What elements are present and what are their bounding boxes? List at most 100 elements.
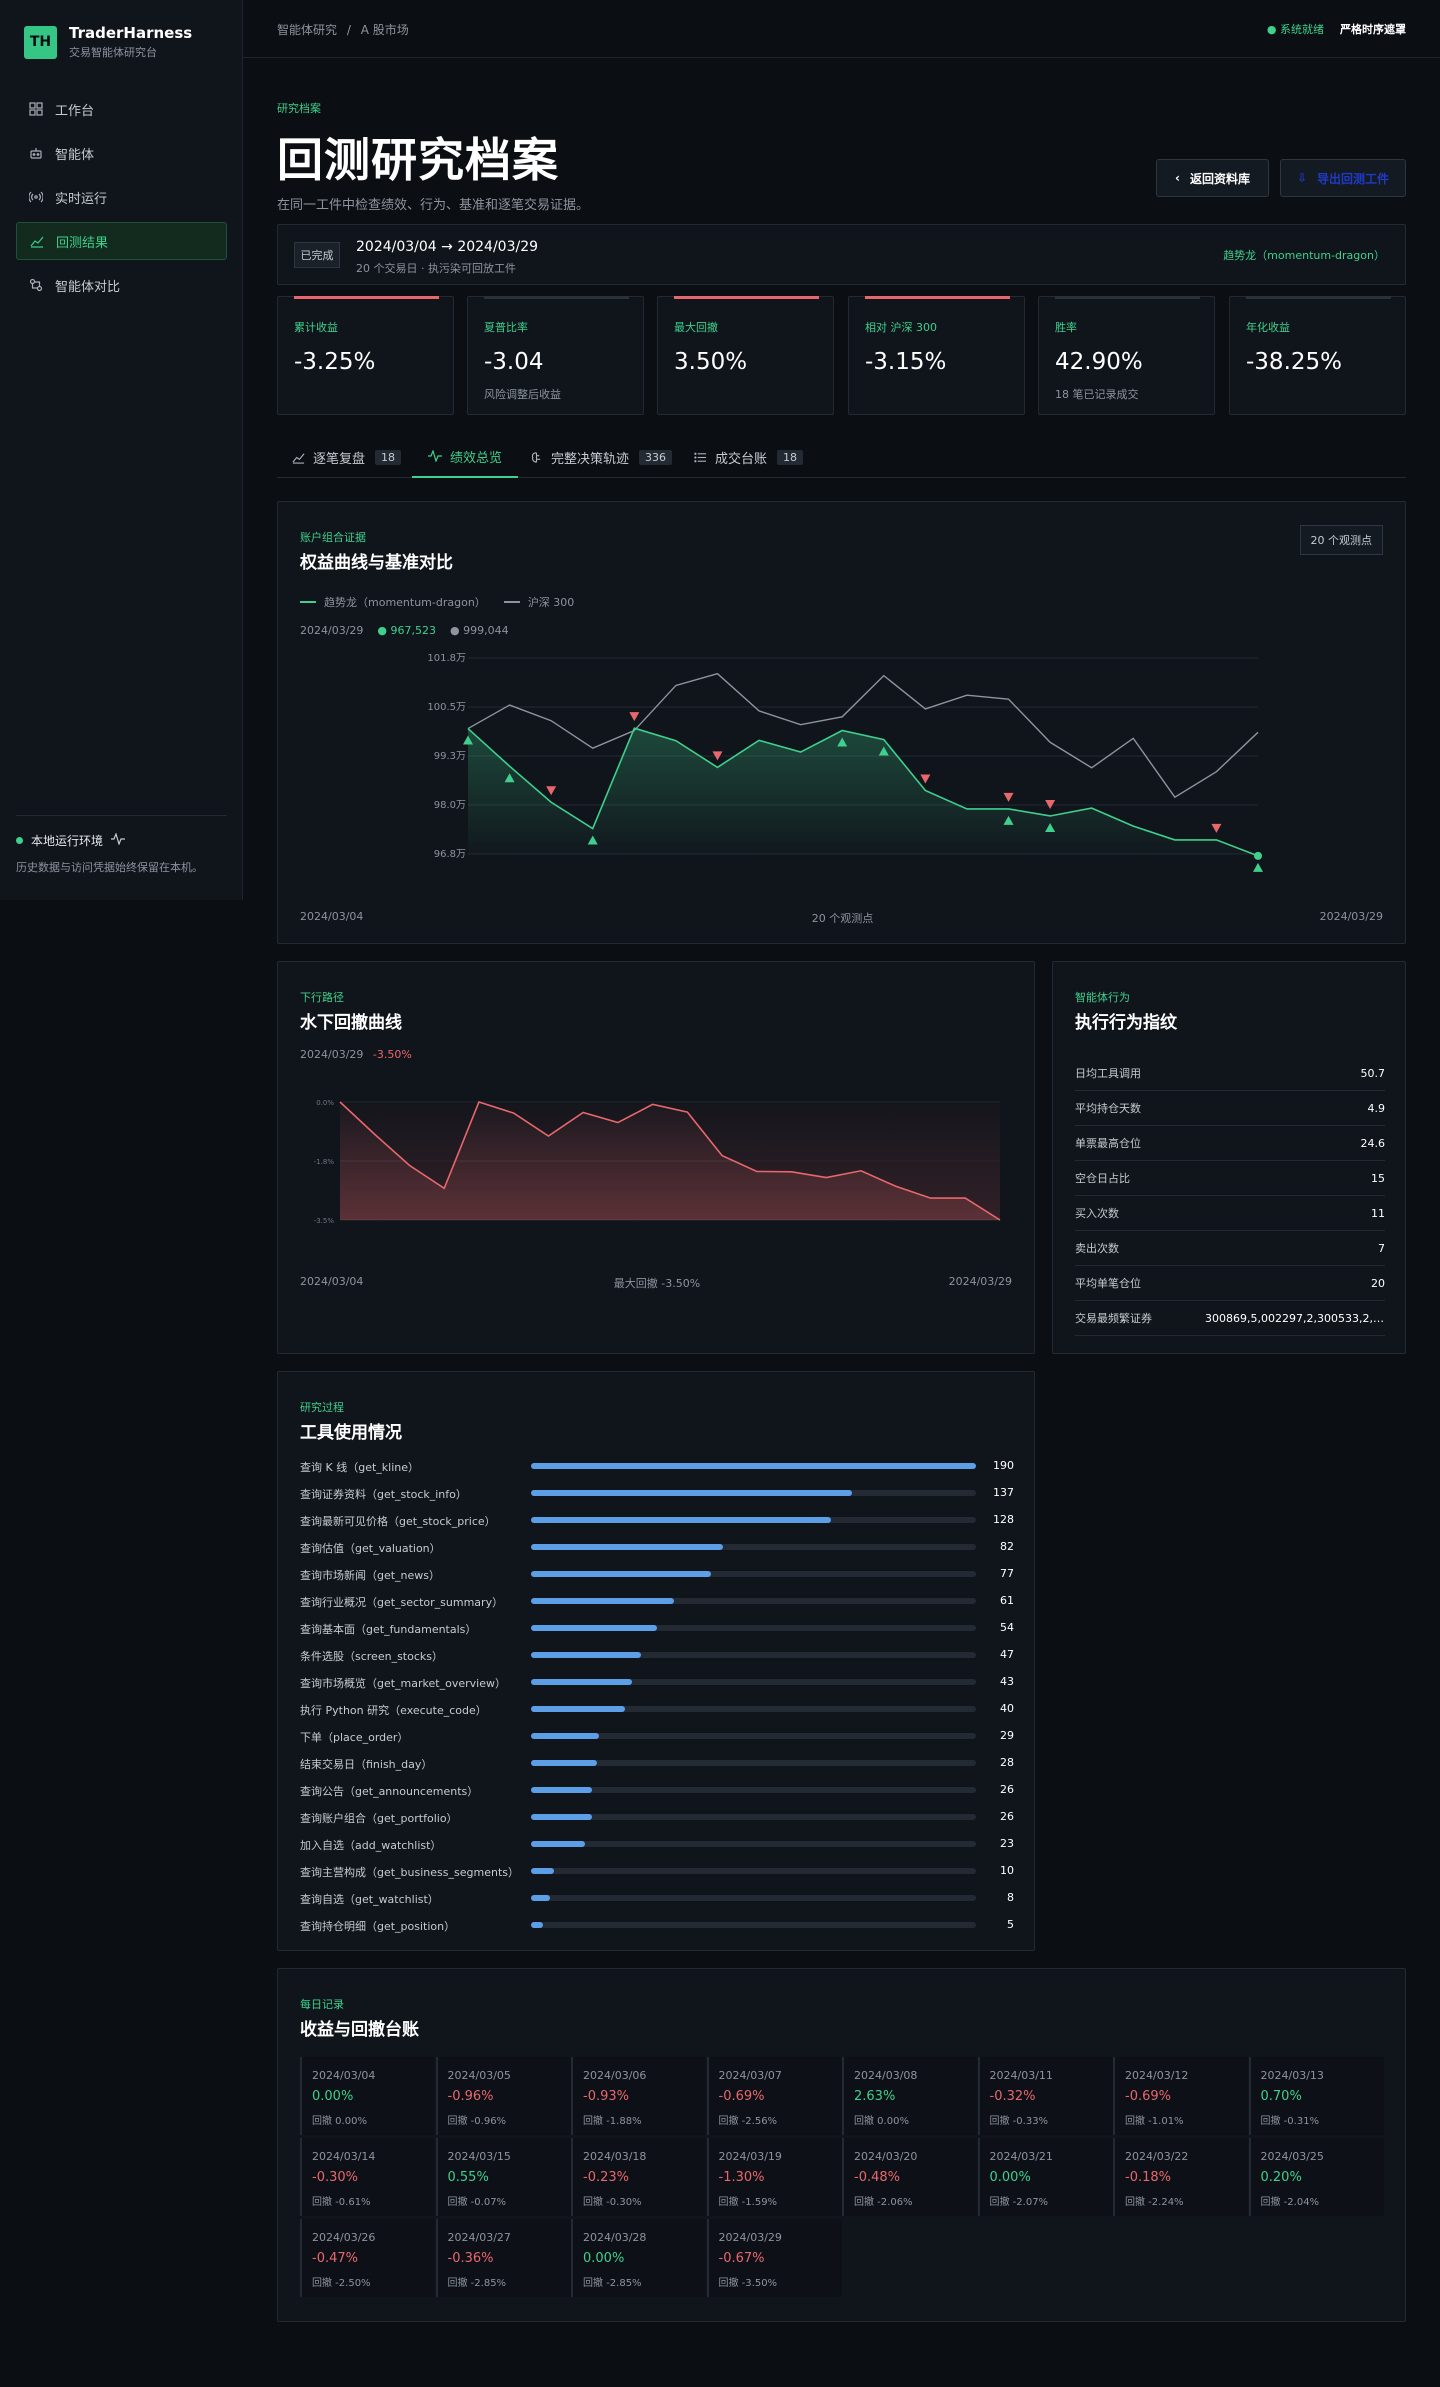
ledger-day-cell[interactable]: 2024/03/25 0.20% 回撤 -2.04% [1248, 2138, 1384, 2216]
ledger-day-cell[interactable]: 2024/03/15 0.55% 回撤 -0.07% [435, 2138, 571, 2216]
ledger-date: 2024/03/22 [1125, 2150, 1189, 2163]
legend-item-benchmark[interactable]: 沪深 300 [503, 594, 574, 610]
buy-marker [1045, 822, 1056, 832]
tool-count: 5 [1007, 1918, 1014, 1931]
ledger-day-cell[interactable]: 2024/03/18 -0.23% 回撤 -0.30% [571, 2138, 706, 2216]
ledger-date: 2024/03/27 [447, 2231, 511, 2244]
ledger-day-cell[interactable]: 2024/03/07 -0.69% 回撤 -2.56% [706, 2057, 842, 2135]
ledger-day-cell[interactable]: 2024/03/27 -0.36% 回撤 -2.85% [435, 2219, 571, 2297]
benchmark-line [467, 672, 1259, 799]
x-axis-start-label: 2024/03/04 [300, 910, 364, 923]
sidebar-item-workbench[interactable]: 工作台 [16, 90, 227, 128]
tool-count: 23 [1000, 1837, 1014, 1850]
daily-ledger-card: 每日记录 收益与回撤台账 2024/03/04 0.00% 回撤 0.00% 2024… [277, 1968, 1406, 2322]
ledger-return: 0.70% [1260, 2089, 1302, 2104]
ledger-day-cell[interactable]: 2024/03/28 0.00% 回撤 -2.85% [571, 2219, 706, 2297]
tool-bar-track [531, 1868, 976, 1874]
tool-row: 查询 K 线（get_kline） 190 [300, 1452, 1014, 1479]
tool-bar-track [531, 1814, 976, 1820]
tool-count: 82 [1000, 1540, 1014, 1553]
ledger-return: -0.47% [312, 2251, 358, 2266]
metric-accent-bar [484, 296, 629, 299]
metric-card-relative-benchmark: 相对 沪深 300 -3.15% [848, 296, 1025, 415]
brand[interactable]: TH TraderHarness 交易智能体研究台 [24, 24, 192, 60]
ledger-day-cell[interactable]: 2024/03/11 -0.32% 回撤 -0.33% [977, 2057, 1113, 2135]
buy-marker [1253, 862, 1263, 872]
back-to-library-button[interactable]: ‹ 返回资料库 [1156, 159, 1269, 197]
tool-count: 40 [1000, 1702, 1014, 1715]
y-tick-label: 100.5万 [427, 702, 466, 713]
drawdown-line [339, 1101, 1001, 1221]
sell-marker [920, 774, 931, 784]
buy-marker [504, 773, 515, 783]
tool-count: 128 [993, 1513, 1014, 1526]
tab-count-badge: 18 [777, 449, 804, 465]
y-tick-label: 99.3万 [434, 751, 466, 762]
ledger-day-cell[interactable]: 2024/03/29 -0.67% 回撤 -3.50% [706, 2219, 842, 2297]
tool-name: 查询证券资料（get_stock_info） [300, 1488, 467, 1501]
ledger-drawdown: 回撤 -0.96% [447, 2116, 507, 2127]
tool-bar-fill [531, 1787, 592, 1793]
sidebar-item-compare[interactable]: 智能体对比 [16, 266, 227, 304]
tab-trade-ledger[interactable]: 成交台账 18 [693, 436, 804, 478]
ledger-day-cell[interactable]: 2024/03/12 -0.69% 回撤 -1.01% [1113, 2057, 1248, 2135]
behavior-value: 50.7 [1360, 1066, 1386, 1080]
list-icon [693, 450, 707, 464]
metric-card-max-drawdown: 最大回撤 3.50% [657, 296, 834, 415]
tab-performance-overview[interactable]: 绩效总览 [412, 436, 519, 478]
buy-marker [1003, 815, 1014, 825]
ledger-date: 2024/03/28 [583, 2231, 647, 2244]
drawdown-chart[interactable]: 0.0% -1.8% -3.5% [278, 1092, 1036, 1262]
metric-accent-bar [674, 296, 819, 299]
ledger-day-cell[interactable]: 2024/03/13 0.70% 回撤 -0.31% [1248, 2057, 1384, 2135]
ledger-date: 2024/03/20 [854, 2150, 918, 2163]
legend-item-agent[interactable]: 趋势龙（momentum-dragon） [300, 594, 486, 610]
ledger-day-cell[interactable]: 2024/03/20 -0.48% 回撤 -2.06% [842, 2138, 977, 2216]
tab-decision-trace[interactable]: 完整决策轨迹 336 [529, 436, 673, 478]
chart-icon [291, 450, 305, 464]
tab-trade-review[interactable]: 逐笔复盘 18 [291, 436, 402, 478]
ledger-date: 2024/03/11 [989, 2069, 1053, 2082]
tool-bar-track [531, 1463, 976, 1469]
tool-name: 条件选股（screen_stocks） [300, 1650, 443, 1663]
metric-card-annualized-return: 年化收益 -38.25% [1229, 296, 1406, 415]
tool-row: 查询基本面（get_fundamentals） 54 [300, 1614, 1014, 1641]
brand-logo: TH [24, 25, 57, 59]
ledger-day-cell[interactable]: 2024/03/08 2.63% 回撤 0.00% [842, 2057, 977, 2135]
ledger-day-cell[interactable]: 2024/03/19 -1.30% 回撤 -1.59% [706, 2138, 842, 2216]
tool-count: 28 [1000, 1756, 1014, 1769]
tool-bar-fill [531, 1733, 599, 1739]
tool-row: 查询持仓明细（get_position） 5 [300, 1911, 1014, 1938]
ledger-day-cell[interactable]: 2024/03/22 -0.18% 回撤 -2.24% [1113, 2138, 1248, 2216]
ledger-return: -0.30% [312, 2170, 358, 2185]
ledger-day-cell[interactable]: 2024/03/06 -0.93% 回撤 -1.88% [571, 2057, 706, 2135]
behavior-value: 20 [1371, 1276, 1385, 1290]
ledger-day-cell[interactable]: 2024/03/26 -0.47% 回撤 -2.50% [300, 2219, 435, 2297]
sidebar-item-label: 实时运行 [55, 191, 108, 207]
section-eyebrow: 账户组合证据 [300, 531, 366, 544]
sidebar-item-live[interactable]: 实时运行 [16, 178, 227, 216]
metric-card-sharpe: 夏普比率 -3.04 风险调整后收益 [467, 296, 644, 415]
brand-subtitle: 交易智能体研究台 [69, 46, 157, 59]
ledger-day-cell[interactable]: 2024/03/14 -0.30% 回撤 -0.61% [300, 2138, 435, 2216]
breadcrumb-root[interactable]: 智能体研究 [277, 23, 338, 37]
behavior-row: 空仓日占比 15 [1075, 1161, 1385, 1196]
brain-icon [529, 450, 543, 464]
x-axis-end-label: 2024/03/29 [1319, 910, 1383, 923]
ledger-day-cell[interactable]: 2024/03/21 0.00% 回撤 -2.07% [977, 2138, 1113, 2216]
ledger-drawdown: 回撤 -2.85% [583, 2278, 642, 2289]
behavior-label: 卖出次数 [1075, 1242, 1119, 1255]
ledger-day-cell[interactable]: 2024/03/04 0.00% 回撤 0.00% [300, 2057, 435, 2135]
sidebar-item-agents[interactable]: 智能体 [16, 134, 227, 172]
sidebar-item-backtest[interactable]: 回测结果 [16, 222, 227, 260]
export-artifact-button[interactable]: ⇩ 导出回测工件 [1280, 159, 1406, 197]
metric-accent-bar [1246, 296, 1391, 299]
ledger-date: 2024/03/04 [312, 2069, 376, 2082]
equity-chart[interactable]: 101.8万 100.5万 99.3万 98.0万 96.8万 [278, 642, 1407, 942]
tab-bar: 逐笔复盘 18 绩效总览 完整决策轨迹 336 成交台账 18 [277, 436, 1406, 478]
ledger-day-cell[interactable]: 2024/03/05 -0.96% 回撤 -0.96% [435, 2057, 571, 2135]
y-tick-label: 0.0% [316, 1099, 334, 1107]
pulse-icon [428, 449, 442, 463]
drawdown-readout: 2024/03/29 -3.50% [300, 1048, 412, 1061]
section-eyebrow: 研究过程 [300, 1401, 344, 1414]
